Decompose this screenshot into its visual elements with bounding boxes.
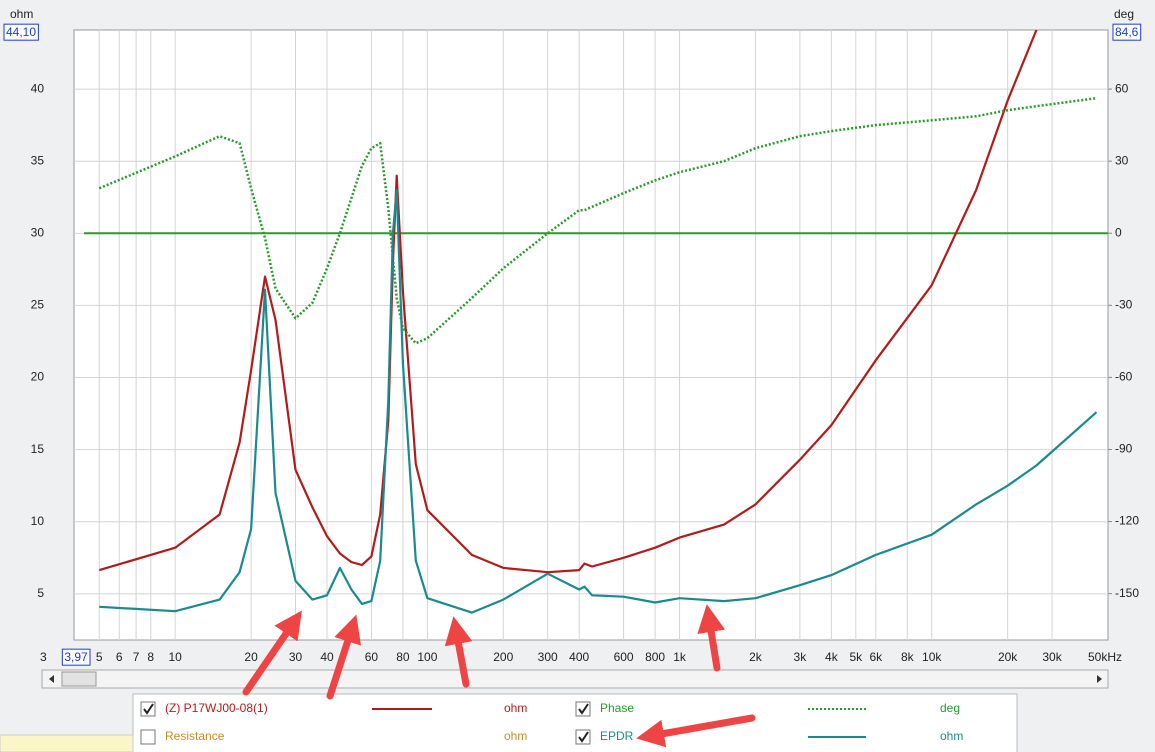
legend-unit: ohm — [504, 729, 527, 743]
arrow — [326, 614, 362, 700]
legend-unit: deg — [940, 701, 960, 715]
legend: (Z) P17WJ00-08(1) ohm Phase deg Resistance oh… — [140, 701, 963, 745]
y2-tick-label: 60 — [1115, 81, 1129, 95]
x-tick-label: 60 — [365, 650, 379, 664]
y-tick-label: 44,10 — [6, 25, 36, 39]
y-tick-label: 40 — [31, 81, 45, 95]
x-tick-label: 200 — [493, 650, 513, 664]
status-box — [0, 734, 134, 752]
legend-label: Phase — [600, 701, 634, 715]
y-tick-label: 30 — [31, 226, 45, 240]
arrow — [697, 604, 726, 672]
scroll-left[interactable] — [49, 675, 54, 683]
x-tick-label: 30k — [1042, 650, 1062, 664]
checkmark — [578, 703, 589, 715]
legend-label: (Z) P17WJ00-08(1) — [165, 701, 268, 715]
y2-tick-label: -90 — [1115, 442, 1133, 456]
x-tick-label: 600 — [614, 650, 634, 664]
legend-unit: ohm — [940, 729, 963, 743]
y-tick-label: 35 — [31, 153, 45, 167]
y2-tick-label: -60 — [1115, 370, 1133, 384]
x-tick-label: 4k — [825, 650, 839, 664]
y-tick-label: 10 — [31, 514, 45, 528]
x-tick-label: 5k — [849, 650, 863, 664]
limit-box — [61, 648, 91, 666]
checkmark — [578, 731, 589, 743]
y2-tick-label: 0 — [1115, 225, 1122, 239]
arrow — [242, 610, 302, 696]
x-tick-label: 6 — [116, 650, 123, 664]
x-tick-label: 400 — [569, 650, 589, 664]
x-tick-label: 2k — [749, 650, 763, 664]
y-tick-label: 20 — [31, 370, 45, 384]
y2-tick-label: -30 — [1115, 298, 1133, 312]
x-tick-label: 3k — [794, 650, 808, 664]
x-tick-label: 3,97 — [64, 650, 88, 664]
limit-box — [1112, 23, 1142, 41]
x-tick-label: 10 — [168, 650, 182, 664]
plot-layer: 3 3,97 5 6 7 8 10 20 30 40 60 80 100 200 300 400 600 800 1… — [3, 23, 1142, 666]
y-tick-label: 25 — [31, 298, 45, 312]
arrow — [636, 714, 756, 748]
y2-tick-label: 30 — [1115, 153, 1129, 167]
x-tick-label: 8k — [901, 650, 915, 664]
y-tick-label: 15 — [31, 442, 45, 456]
y2-tick-label: 84,6 — [1115, 25, 1139, 39]
y2-tick-label: -120 — [1115, 514, 1139, 528]
scroll-thumb[interactable] — [61, 671, 97, 687]
scroll-right[interactable] — [1097, 675, 1102, 683]
legend-unit: ohm — [504, 701, 527, 715]
series-line — [98, 96, 1097, 345]
x-tick-label: 3 — [40, 650, 47, 664]
y-tick-label: 5 — [37, 586, 44, 600]
legend-checkbox[interactable] — [140, 729, 156, 745]
legend-label: Resistance — [165, 729, 225, 743]
x-tick-label: 300 — [538, 650, 558, 664]
x-tick-label: 800 — [645, 650, 665, 664]
x-tick-label: 5 — [96, 650, 103, 664]
limit-box — [3, 23, 39, 41]
legend-panel — [132, 693, 1018, 752]
x-tick-label: 20 — [244, 650, 258, 664]
plot-area — [73, 29, 1109, 641]
x-tick-label: 1k — [673, 650, 687, 664]
annotation-arrows — [242, 604, 756, 748]
checkmark — [143, 703, 154, 715]
x-tick-label: 50kHz — [1088, 650, 1122, 664]
x-tick-label: 100 — [417, 650, 437, 664]
y2-axis-title: deg — [1114, 7, 1134, 21]
x-tick-label: 8 — [147, 650, 154, 664]
x-tick-label: 80 — [396, 650, 410, 664]
x-tick-label: 40 — [320, 650, 334, 664]
y-axis-title: ohm — [10, 7, 33, 21]
scrollbar[interactable] — [41, 669, 1109, 689]
x-tick-label: 7 — [133, 650, 140, 664]
x-tick-label: 6k — [869, 650, 883, 664]
series-line — [98, 30, 1038, 574]
x-tick-label: 30 — [289, 650, 303, 664]
arrow — [444, 616, 473, 688]
x-tick-label: 20k — [998, 650, 1018, 664]
series-line — [99, 189, 1098, 614]
y2-tick-label: -150 — [1115, 586, 1139, 600]
x-tick-label: 10k — [922, 650, 942, 664]
legend-label: EPDR — [600, 729, 634, 743]
